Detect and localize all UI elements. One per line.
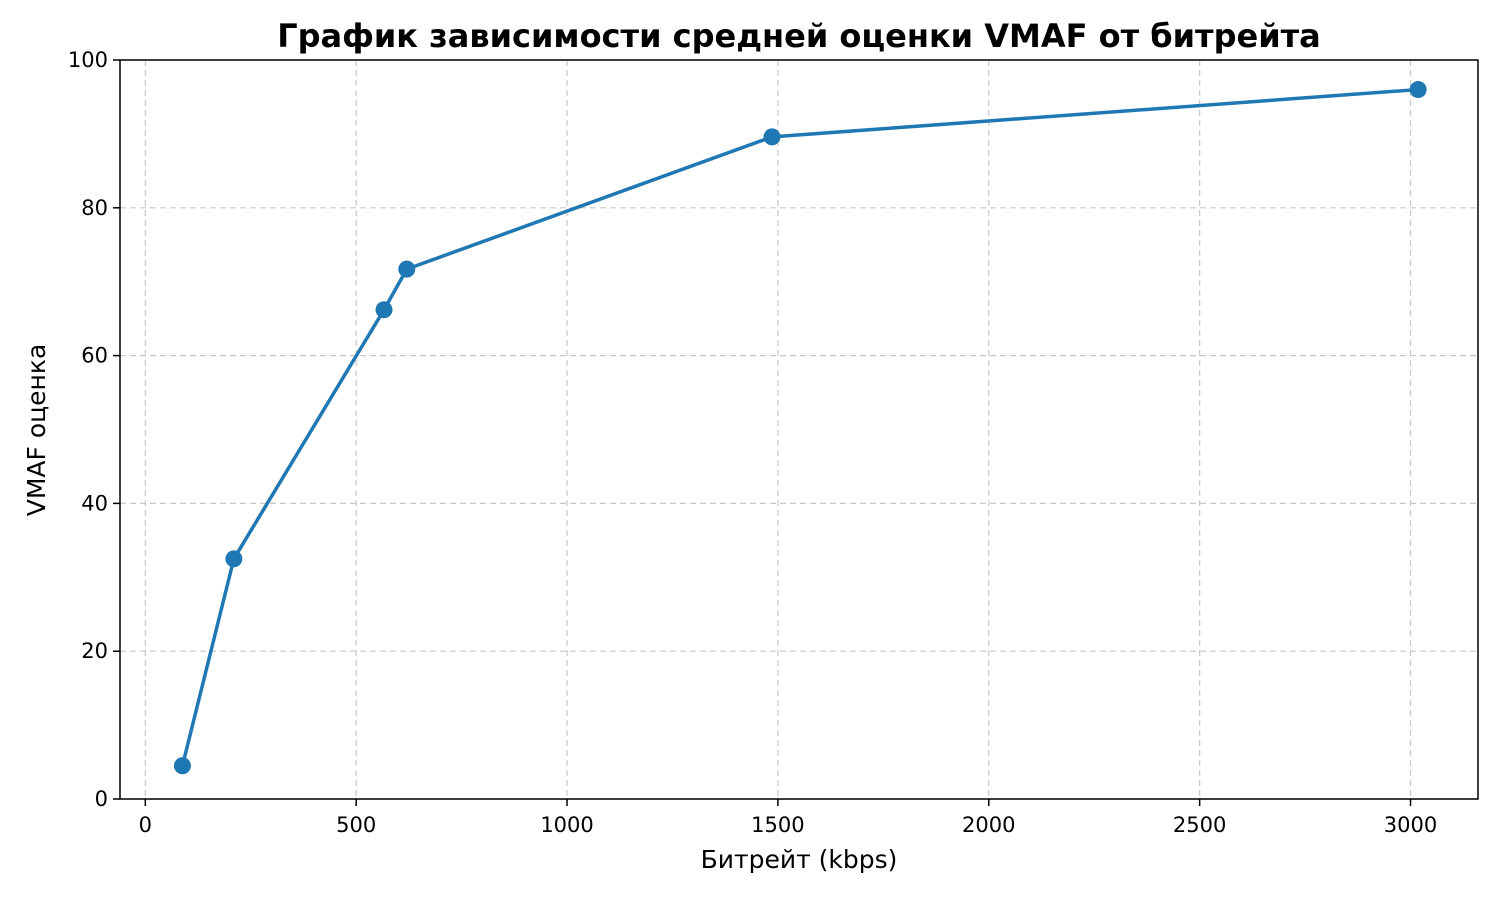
- series-layer: [173, 81, 1427, 775]
- x-tick-label: 1500: [751, 813, 804, 837]
- x-tick-label: 1000: [540, 813, 593, 837]
- y-axis-label: VMAF оценка: [22, 344, 51, 517]
- y-tick-label: 40: [81, 491, 108, 515]
- data-point: [225, 550, 243, 568]
- y-tick-label: 60: [81, 344, 108, 368]
- y-tick-label: 100: [68, 48, 108, 72]
- x-tick-label: 500: [336, 813, 376, 837]
- plot-frame: [119, 59, 1479, 800]
- grid: [120, 59, 1478, 800]
- axis-ticks: 0 500 1000 1500 2000 2500 3000 0 20 40 60 80 100: [68, 48, 1437, 837]
- data-point: [375, 301, 393, 319]
- x-tick-label: 0: [139, 813, 152, 837]
- y-tick-label: 20: [81, 639, 108, 663]
- y-tick-label: 80: [81, 196, 108, 220]
- x-axis-label: Битрейт (kbps): [701, 845, 898, 874]
- data-point: [398, 260, 416, 278]
- data-point: [1409, 81, 1427, 99]
- x-tick-label: 2500: [1173, 813, 1226, 837]
- data-point: [173, 757, 191, 775]
- chart-title: График зависимости средней оценки VMAF о…: [277, 17, 1321, 55]
- x-tick-label: 3000: [1384, 813, 1437, 837]
- x-tick-label: 2000: [962, 813, 1015, 837]
- series-line: [180, 87, 1419, 767]
- y-tick-label: 0: [95, 787, 108, 811]
- data-point: [763, 128, 781, 146]
